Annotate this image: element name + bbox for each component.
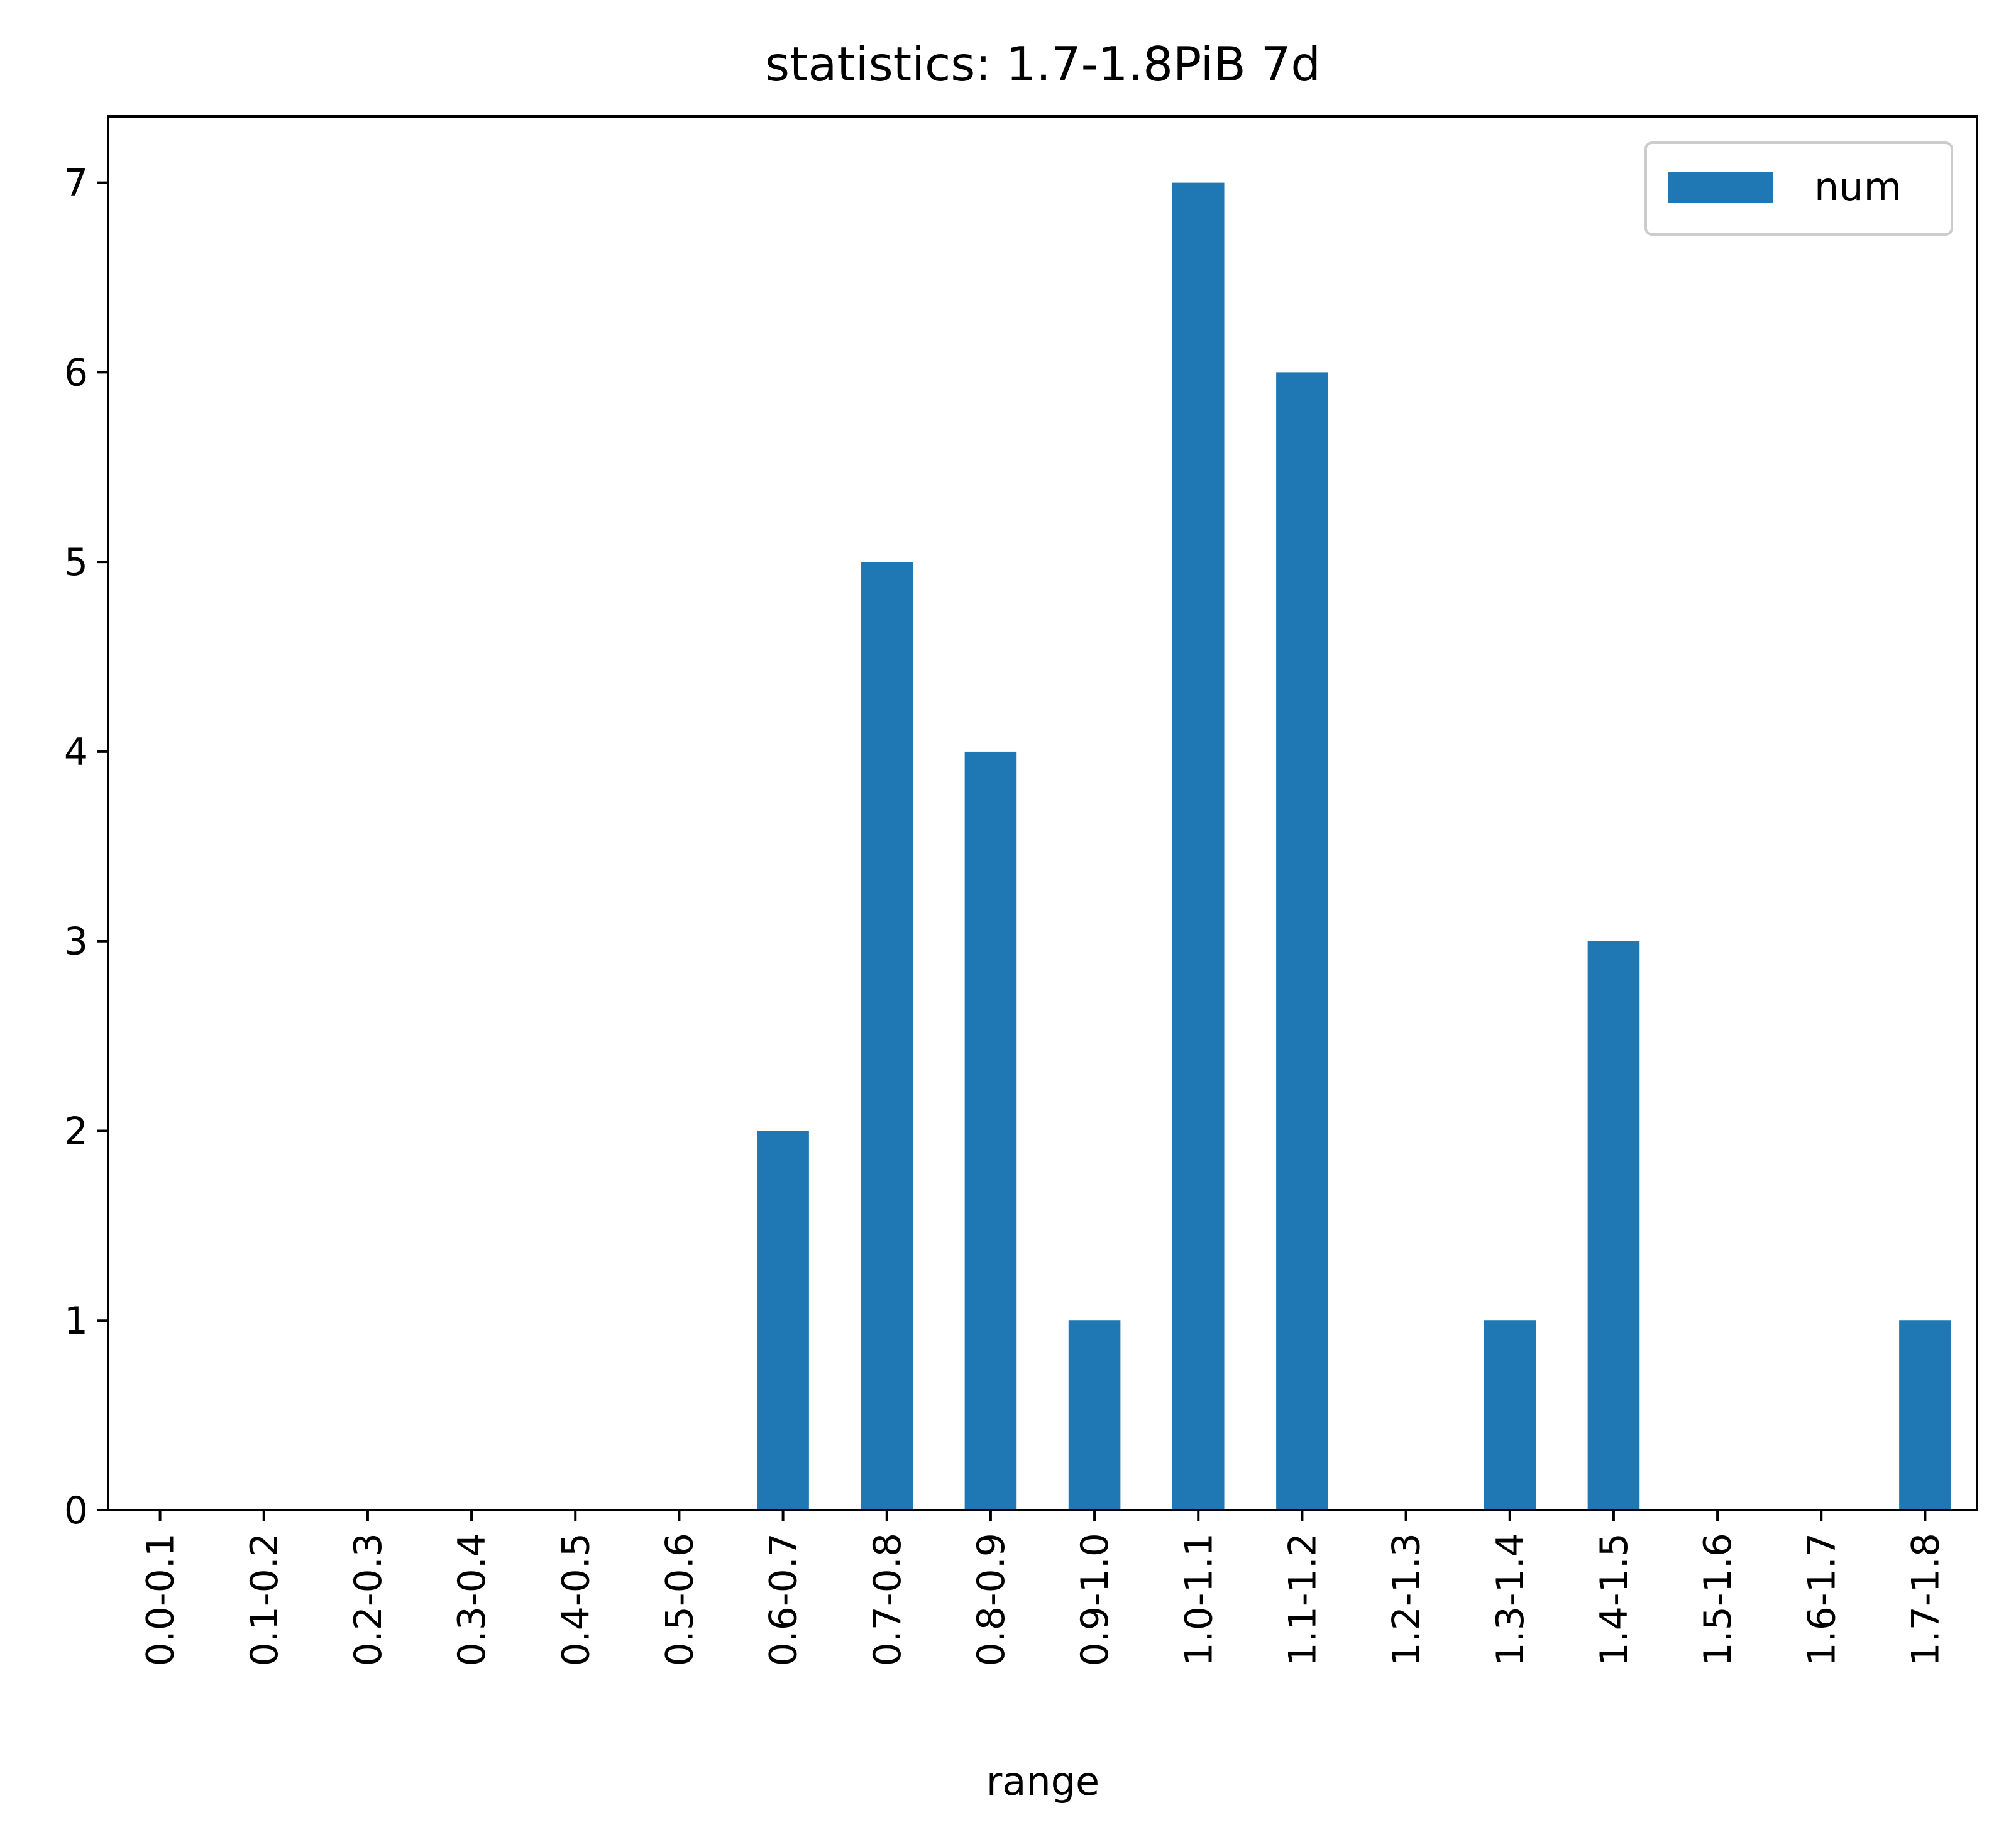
legend: num: [1644, 141, 1953, 236]
x-tick-label: 1.5-1.6: [1696, 1533, 1740, 1667]
y-tick-label: 1: [64, 1299, 88, 1343]
x-tick-label: 0.6-0.7: [762, 1533, 806, 1667]
y-axis: 0 1 2 3 4 5 6 7: [64, 162, 108, 1533]
plot-frame: [107, 115, 1978, 1511]
chart-title: statistics: 1.7-1.8PiB 7d: [765, 36, 1321, 92]
y-tick-label: 4: [64, 730, 88, 774]
x-tick-label: 1.0-1.1: [1177, 1533, 1221, 1667]
x-tick-label: 1.7-1.8: [1903, 1533, 1947, 1667]
y-tick-label: 2: [64, 1109, 88, 1153]
bar-0.8-0.9: [964, 751, 1017, 1510]
x-axis: 0.0-0.1 0.1-0.2 0.2-0.3 0.3-0.4 0.4-0.5 0.5-0…: [139, 1510, 1947, 1667]
x-tick-label: 0.0-0.1: [139, 1533, 183, 1667]
bar-0.9-1.0: [1068, 1320, 1121, 1510]
y-tick-label: 0: [64, 1489, 88, 1533]
x-tick-label: 1.4-1.5: [1592, 1533, 1636, 1667]
x-tick-label: 1.3-1.4: [1489, 1533, 1533, 1667]
bar-1.7-1.8: [1899, 1320, 1951, 1510]
x-tick-label: 0.3-0.4: [450, 1533, 494, 1667]
bar-1.1-1.2: [1276, 372, 1328, 1510]
bar-1.0-1.1: [1172, 182, 1225, 1510]
x-tick-label: 1.1-1.2: [1281, 1533, 1325, 1667]
x-axis-label: range: [986, 1758, 1099, 1804]
legend-swatch: [1668, 172, 1773, 203]
x-tick-label: 0.2-0.3: [346, 1533, 390, 1667]
y-tick-label: 6: [64, 351, 88, 395]
x-tick-label: 0.4-0.5: [554, 1533, 598, 1667]
x-tick-label: 0.8-0.9: [969, 1533, 1013, 1667]
bar-1.3-1.4: [1484, 1320, 1536, 1510]
x-tick-label: 0.1-0.2: [243, 1533, 287, 1667]
x-tick-label: 0.7-0.8: [866, 1533, 910, 1667]
bars-group: [757, 182, 1951, 1511]
y-tick-label: 5: [64, 540, 88, 584]
legend-box: [1644, 141, 1953, 236]
x-tick-label: 0.5-0.6: [658, 1533, 702, 1667]
bar-1.4-1.5: [1587, 941, 1640, 1510]
x-tick-label: 1.6-1.7: [1800, 1533, 1844, 1667]
legend-label: num: [1814, 164, 1902, 210]
y-tick-label: 7: [64, 162, 88, 206]
x-tick-label: 1.2-1.3: [1385, 1533, 1429, 1667]
bar-0.7-0.8: [861, 562, 913, 1511]
bar-0.6-0.7: [757, 1131, 809, 1510]
x-tick-label: 0.9-1.0: [1073, 1533, 1117, 1667]
y-tick-label: 3: [64, 920, 88, 964]
